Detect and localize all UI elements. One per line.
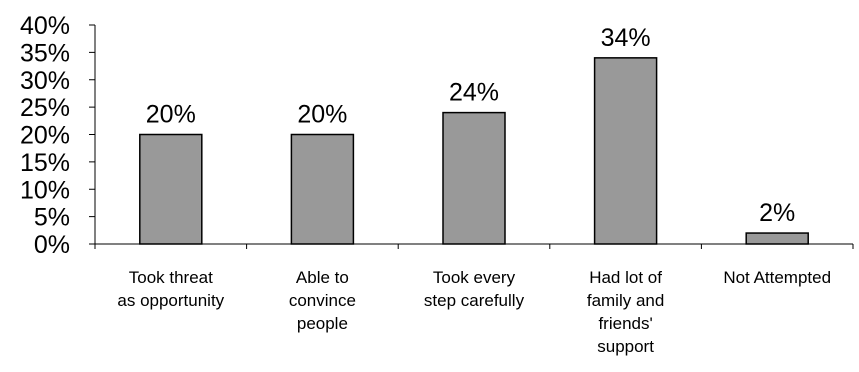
category-label: Had lot of family and friends' support [587, 268, 664, 356]
bars [139, 57, 809, 245]
category-label: Took threat as opportunity [117, 268, 224, 310]
y-tick-label: 0% [34, 231, 70, 259]
data-label: 20% [297, 101, 347, 129]
category-label-line: Able to [296, 268, 349, 287]
x-axis [94, 243, 854, 249]
data-label: 20% [146, 101, 196, 129]
y-tick-label: 25% [20, 94, 70, 122]
category-label-line: Took threat [129, 268, 213, 287]
bar [745, 232, 809, 245]
bar [442, 111, 506, 245]
category-label: Took every step carefully [424, 268, 525, 310]
data-label: 2% [759, 199, 795, 227]
category-labels: Took threat as opportunity Able to convince… [117, 268, 831, 356]
category-label: Not Attempted [723, 268, 831, 287]
category-label-line: step carefully [424, 291, 525, 310]
bar [139, 133, 203, 245]
category-label: Able to convince people [289, 268, 356, 333]
y-tick-label: 5% [34, 204, 70, 232]
category-label-line: Not Attempted [723, 268, 831, 287]
category-label-line: as opportunity [117, 291, 224, 310]
y-tick-label: 10% [20, 176, 70, 204]
data-label: 34% [601, 24, 651, 52]
y-tick-label: 40% [20, 12, 70, 40]
y-tick-label: 35% [20, 39, 70, 67]
category-label-line: Took every [433, 268, 516, 287]
category-label-line: friends' [598, 314, 652, 333]
category-label-line: people [297, 314, 348, 333]
bar [290, 133, 355, 245]
category-label-line: support [597, 337, 654, 356]
data-label: 24% [449, 79, 499, 107]
data-labels: 20% 20% 24% 34% 2% [146, 24, 795, 227]
y-tick-label: 30% [20, 67, 70, 95]
y-tick-label: 15% [20, 149, 70, 177]
bar [593, 57, 658, 245]
category-label-line: Had lot of [589, 268, 662, 287]
y-axis: 0%5%10%15%20%25%30%35%40% [20, 12, 96, 259]
category-label-line: family and [587, 291, 664, 310]
category-label-line: convince [289, 291, 356, 310]
y-tick-label: 20% [20, 122, 70, 150]
